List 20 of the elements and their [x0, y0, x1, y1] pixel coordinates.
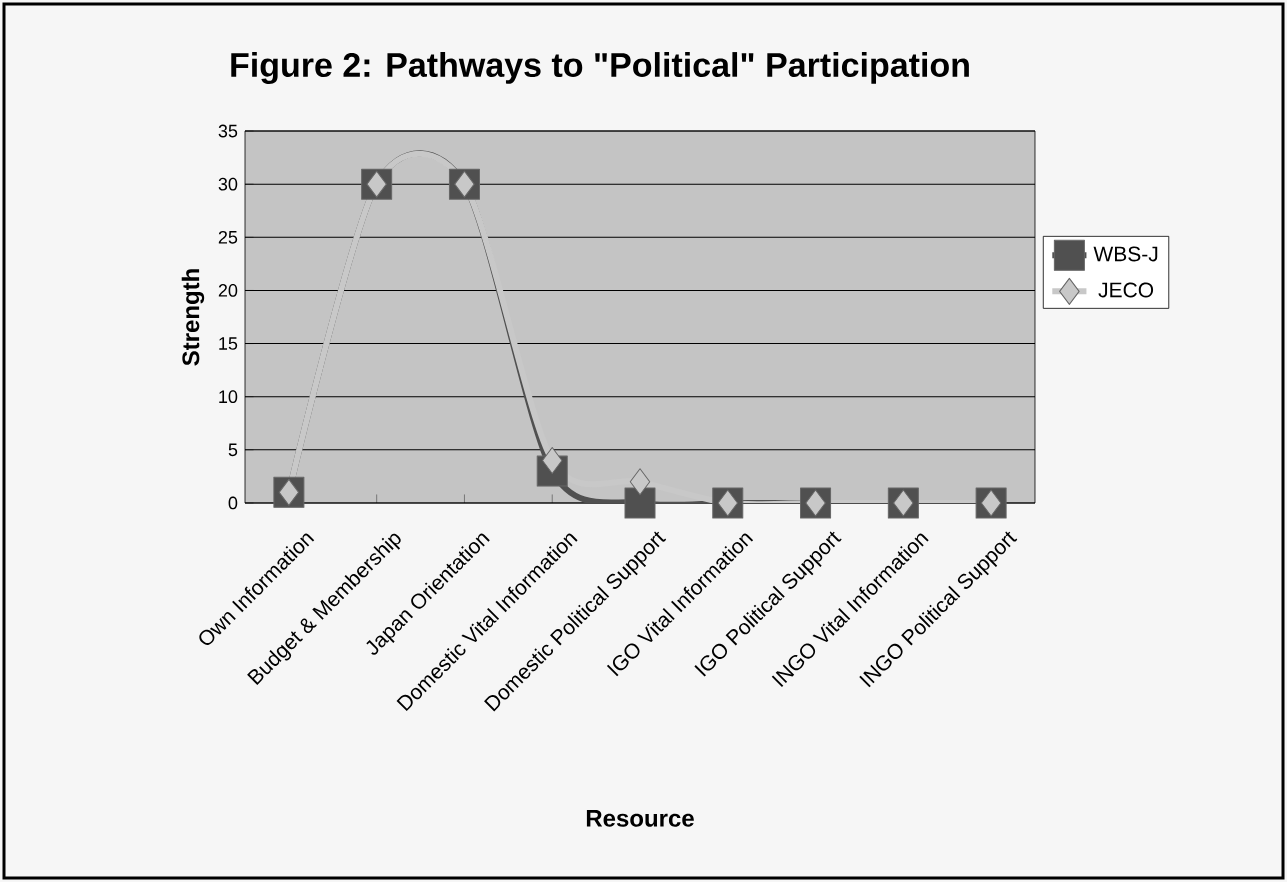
point	[893, 489, 914, 517]
point	[454, 170, 475, 198]
point	[624, 487, 656, 519]
chart-title: Figure 2: Pathways to "Political" Participation	[231, 52, 969, 84]
point	[541, 446, 563, 474]
y-tick-label: 5	[228, 443, 238, 457]
point	[805, 489, 826, 517]
y-axis-title: Strength	[181, 269, 205, 366]
y-tick-label: 10	[219, 390, 238, 404]
point	[366, 170, 387, 198]
y-tick-label: 35	[218, 124, 238, 138]
y-tick-label: 20	[218, 284, 238, 297]
y-tick-label: 0	[228, 496, 238, 510]
y-tick-label: 30	[218, 177, 238, 191]
point	[629, 468, 651, 496]
legend-label: JECO	[1098, 282, 1154, 298]
x-axis-title: Resource	[586, 810, 694, 827]
y-tick-label: 15	[219, 337, 238, 350]
y-tick-label: 25	[218, 230, 238, 244]
legend-label: WBS-J	[1093, 246, 1158, 262]
